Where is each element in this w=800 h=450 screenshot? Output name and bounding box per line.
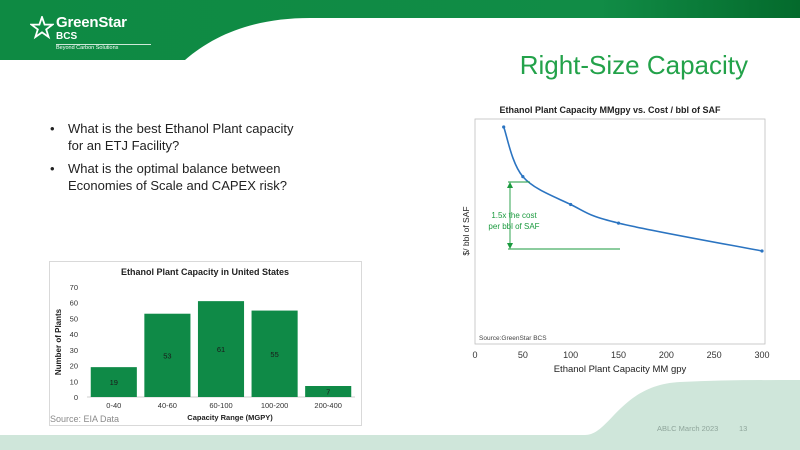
bullet-icon: •	[50, 121, 55, 136]
bar-chart-ytick-label: 60	[70, 299, 78, 308]
bullet-item: • What is the optimal balance between Eco…	[50, 160, 310, 194]
slide-title: Right-Size Capacity	[519, 50, 748, 80]
bar-chart-bars: 19 0-40 53 40-60 61 60-100 55 100-200 7 200-400	[90, 301, 352, 410]
bar-chart-bar	[90, 367, 137, 397]
line-chart-xtick-label: 50	[518, 350, 528, 360]
header-band	[0, 0, 800, 60]
line-chart-xtick-label: 300	[754, 350, 769, 360]
bullet-item: • What is the best Ethanol Plant capacity…	[50, 120, 310, 154]
bullet-text: What is the best Ethanol Plant capacity …	[68, 121, 294, 153]
bullet-list: • What is the best Ethanol Plant capacity…	[50, 120, 310, 200]
line-chart-xtick-label: 250	[707, 350, 722, 360]
bar-chart-xlabel: Capacity Range (MGPY)	[187, 413, 273, 422]
line-chart-xtick-label: 200	[659, 350, 674, 360]
line-chart-ylabel: $/ bbl of SAF	[461, 206, 471, 255]
line-chart-points	[502, 125, 764, 253]
footer-band	[0, 380, 800, 450]
logo-name: GreenStar	[56, 14, 127, 31]
bar-chart-ylabel: Number of Plants	[54, 308, 63, 375]
company-logo: GreenStar BCS Beyond Carbon Solutions	[30, 14, 151, 54]
line-chart-xlabel: Ethanol Plant Capacity MM gpy	[554, 364, 687, 375]
annotation-arrow-down-icon	[507, 243, 513, 249]
line-chart-xtick-label: 100	[563, 350, 578, 360]
bar-chart: Ethanol Plant Capacity in United States …	[54, 267, 355, 422]
bar-chart-ytick-label: 0	[74, 393, 78, 402]
bar-chart-data-label: 7	[326, 388, 330, 397]
bar-chart-ytick-label: 20	[70, 362, 78, 371]
bar-chart-bar	[144, 313, 191, 397]
line-chart-point	[569, 202, 573, 207]
bar-chart-bar	[251, 310, 298, 397]
bar-chart-xtick-label: 100-200	[261, 401, 289, 410]
bar-chart-data-label: 55	[270, 350, 278, 359]
line-chart-point	[760, 249, 764, 253]
bar-chart-data-label: 19	[110, 378, 118, 387]
bar-chart-ytick-label: 70	[70, 283, 78, 292]
bar-chart-data-label: 61	[217, 345, 225, 354]
line-chart-title: Ethanol Plant Capacity MMgpy vs. Cost / …	[499, 105, 721, 115]
page-number: 13	[739, 424, 748, 433]
line-chart-xtick-label: 150	[611, 350, 626, 360]
bar-chart-title: Ethanol Plant Capacity in United States	[121, 267, 289, 277]
bar-chart-panel: Ethanol Plant Capacity in United States …	[49, 261, 362, 426]
annotation-text-line1: 1.5x the cost	[491, 211, 537, 220]
annotation-arrow-up-icon	[507, 182, 513, 188]
bar-chart-xtick-label: 200-400	[314, 401, 342, 410]
line-chart-plot-area	[474, 118, 766, 345]
logo-tagline: Beyond Carbon Solutions	[56, 45, 119, 51]
bullet-text: What is the optimal balance between Econ…	[68, 161, 287, 193]
bar-chart-bar	[305, 386, 352, 397]
bullet-icon: •	[50, 161, 55, 176]
bar-chart-bar	[197, 301, 245, 397]
bar-chart-data-label: 53	[163, 351, 171, 360]
cost-annotation: 1.5x the cost per bbl of SAF	[488, 181, 620, 250]
bar-chart-ytick-label: 10	[70, 377, 78, 386]
bar-chart-xtick-label: 60-100	[209, 401, 232, 410]
logo-sub: BCS	[56, 31, 78, 42]
bar-chart-ytick-label: 40	[70, 330, 78, 339]
bar-chart-yticks: 0 10 20 30 40 50 60 70	[70, 283, 78, 402]
line-chart-point	[502, 125, 506, 129]
star-icon	[30, 16, 54, 40]
line-chart: Ethanol Plant Capacity MMgpy vs. Cost / …	[461, 105, 770, 375]
bar-chart-xtick-label: 40-60	[158, 401, 177, 410]
line-chart-point	[616, 221, 621, 225]
bar-chart-ytick-label: 50	[70, 314, 78, 323]
line-chart-series	[502, 126, 763, 252]
footer-event: ABLC March 2023	[657, 424, 719, 433]
logo-divider	[56, 44, 151, 45]
line-chart-xtick-label: 0	[472, 350, 477, 360]
line-chart-source: Source:GreenStar BCS	[479, 335, 547, 342]
bar-chart-ytick-label: 30	[70, 346, 78, 355]
bar-chart-xtick-label: 0-40	[106, 401, 121, 410]
annotation-text-line2: per bbl of SAF	[488, 222, 539, 231]
bar-chart-source: Source: EIA Data	[50, 414, 120, 424]
line-chart-point	[521, 175, 525, 179]
line-chart-xticks: 0 50 100 150 200 250 300	[472, 350, 769, 360]
